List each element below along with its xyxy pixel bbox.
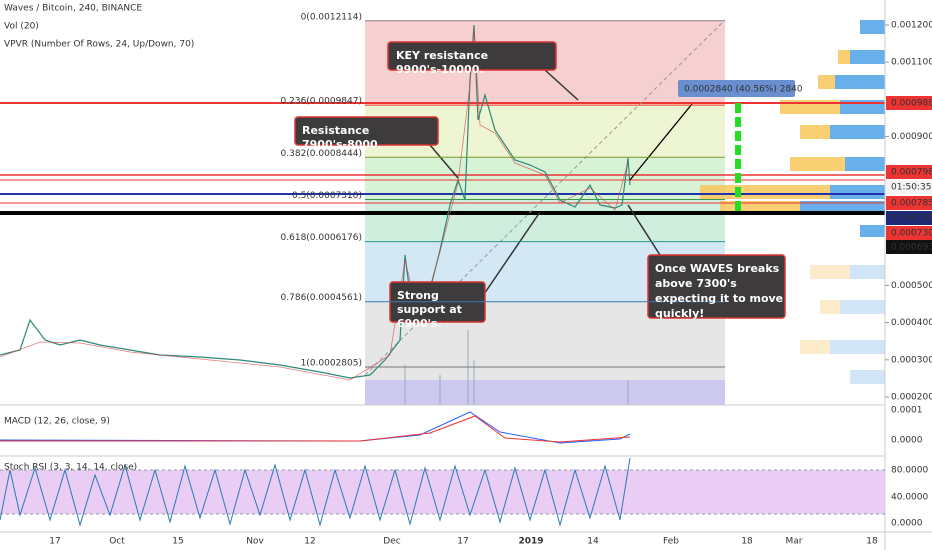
stoch-rsi	[0, 457, 631, 527]
time-label: Feb	[663, 537, 679, 547]
fib-label: 0.5(0.0007310)	[292, 191, 362, 201]
price-tag-label: 0.0007305	[891, 229, 932, 239]
rsi-band	[0, 470, 885, 514]
annotation: Strong support at 6900's.	[397, 289, 462, 330]
price-tag-label: 0.0007416	[891, 214, 932, 224]
time-label: Dec	[383, 537, 400, 547]
annotation: KEY resistance 9900's-10000.	[396, 49, 488, 76]
time-label: 18	[741, 537, 753, 547]
price-tag	[886, 180, 932, 194]
time-label: 18	[866, 537, 878, 547]
fib-label: 0.786(0.0004561)	[281, 293, 362, 303]
price-line-red	[0, 27, 629, 381]
annotation: Once WAVES breaks above 7300's expecting i…	[655, 262, 783, 320]
rsi-axis-label: 0.0000	[891, 519, 923, 529]
rsi-axis-label: 80.0000	[891, 466, 928, 476]
measure-label: 0.0002840 (40.56%) 2840	[684, 85, 803, 95]
macd-axis-label: 0.0000	[891, 436, 923, 446]
time-label: Mar	[786, 537, 803, 547]
price-tag-label: 0.0007857	[891, 199, 932, 209]
time-label: 12	[304, 537, 315, 547]
time-label: 14	[587, 537, 599, 547]
price-tag	[886, 165, 932, 179]
time-label: Oct	[109, 537, 125, 547]
fib-label: 0(0.0012114)	[301, 12, 362, 22]
price-tag	[886, 196, 932, 210]
callout-lines	[429, 69, 661, 301]
fib-label: 1(0.0002805)	[301, 359, 362, 369]
time-label: 17	[49, 537, 60, 547]
fib-label: 0.618(0.0006176)	[281, 233, 362, 243]
legend-text: Waves / Bitcoin, 240, BINANCE	[4, 4, 142, 14]
macd-signal	[0, 415, 631, 443]
legend-text: VPVR (Number Of Rows, 24, Up/Down, 70)	[4, 40, 194, 50]
price-tag	[886, 96, 932, 110]
fib-label: 0.382(0.0008444)	[281, 149, 362, 159]
price-tag	[886, 240, 932, 254]
price-tag-label: 01:50:35	[891, 183, 931, 193]
fib-label: 0.236(0.0009847)	[281, 97, 362, 107]
price-tag	[886, 226, 932, 240]
annotation: Resistance 7900's-8000.	[302, 124, 382, 151]
time-label: 15	[172, 537, 183, 547]
time-label: Nov	[246, 537, 264, 547]
price-tag	[886, 211, 932, 225]
time-label: 17	[457, 537, 468, 547]
measure-arrow	[629, 103, 741, 213]
panel-title: Stoch RSI (3, 3, 14, 14, close)	[4, 463, 137, 473]
price-tag-label: 0.0007987	[891, 168, 932, 178]
legend-text: Vol (20)	[4, 22, 39, 32]
macd-axis-label: 0.0001	[891, 406, 923, 416]
price-tag-label: 0.0009885	[891, 99, 932, 109]
time-label: 2019	[518, 537, 543, 547]
price-tag-label: 0.0006931	[891, 243, 932, 253]
panel-title: MACD (12, 26, close, 9)	[4, 417, 110, 427]
rsi-axis-label: 40.0000	[891, 493, 928, 503]
